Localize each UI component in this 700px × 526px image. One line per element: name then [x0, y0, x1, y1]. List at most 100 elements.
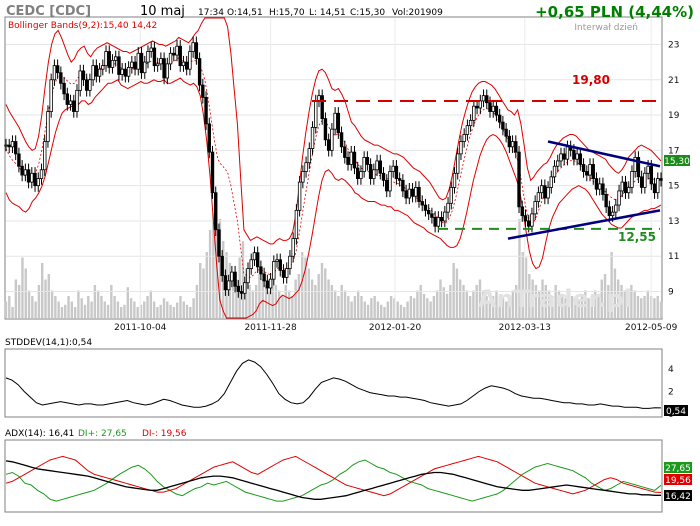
- candle-body: [278, 259, 282, 271]
- quote-low: L: 14,51: [309, 8, 346, 18]
- candle-body: [643, 172, 647, 188]
- candle-body: [207, 123, 211, 153]
- volume-bar: [508, 296, 511, 318]
- volume-bar: [498, 296, 501, 318]
- candle-body: [314, 100, 318, 128]
- volume-bar: [659, 301, 663, 318]
- volume-bar: [363, 301, 366, 318]
- candle-body: [78, 70, 82, 91]
- candle-body: [514, 141, 518, 153]
- candle-body: [604, 194, 608, 208]
- candle-body: [297, 181, 302, 211]
- volume-bar: [452, 263, 455, 318]
- candle-body: [36, 178, 40, 187]
- candle-body: [556, 160, 560, 167]
- candle-body: [155, 63, 160, 67]
- volume-bar: [218, 219, 222, 318]
- candle-body: [620, 181, 624, 192]
- volume-bar: [4, 301, 8, 318]
- volume-bar: [27, 290, 31, 318]
- volume-bar: [291, 296, 294, 318]
- volume-bar: [287, 290, 291, 318]
- candle-body: [559, 153, 563, 162]
- date-tick-label: 2012-03-13: [499, 323, 551, 333]
- volume-bar: [175, 302, 179, 318]
- candle-body: [310, 127, 315, 149]
- candle-body: [443, 211, 447, 222]
- quote-high: H:15,70: [269, 8, 305, 18]
- candle-body: [172, 52, 176, 56]
- volume-bar: [403, 307, 406, 318]
- volume-bar: [166, 301, 169, 318]
- volume-bar: [459, 279, 462, 318]
- candle-body: [65, 93, 70, 105]
- candle-body: [401, 179, 405, 192]
- volume-bar: [386, 301, 390, 318]
- candle-body: [275, 259, 279, 262]
- di-minus-legend: DI-: 19,56: [142, 429, 187, 439]
- volume-bar: [613, 268, 617, 318]
- volume-bar: [531, 279, 534, 318]
- volume-bar: [449, 285, 452, 318]
- volume-bar: [353, 296, 357, 318]
- candle-body: [285, 268, 289, 278]
- adx-line: [5, 460, 661, 500]
- candle-body: [97, 68, 102, 77]
- candle-body: [304, 162, 308, 172]
- last-price-tag-text: 15,30: [664, 157, 690, 167]
- volume-bar: [110, 285, 113, 318]
- volume-bar: [570, 296, 574, 318]
- adx-panel-frame: [4, 439, 663, 513]
- candle-body: [449, 187, 453, 204]
- volume-bar: [495, 290, 498, 318]
- candle-body: [75, 89, 79, 112]
- upper-trendline: [547, 140, 661, 168]
- quote-volume: Vol:201909: [392, 8, 443, 18]
- volume-bar: [83, 304, 87, 318]
- candle-body: [465, 125, 470, 135]
- candle-body: [365, 157, 370, 165]
- candle-body: [659, 178, 663, 181]
- volume-bar: [340, 285, 343, 318]
- stddev-panel-frame: [4, 348, 663, 418]
- candle-body: [188, 51, 192, 70]
- candle-body: [472, 105, 476, 121]
- volume-bar: [129, 298, 133, 318]
- candle-body: [81, 70, 86, 81]
- candle-body: [588, 164, 592, 176]
- candle-body: [243, 282, 247, 294]
- volume-bar: [143, 301, 146, 318]
- volume-bar: [21, 257, 24, 318]
- volume-bar: [116, 301, 120, 318]
- candle-body: [152, 47, 157, 67]
- candle-body: [462, 134, 466, 142]
- volume-bar: [478, 279, 482, 318]
- candle-body: [359, 171, 363, 179]
- price-change: +0,65 PLN (4,44%): [535, 3, 694, 21]
- volume-bar: [281, 296, 284, 318]
- candle-body: [191, 42, 195, 52]
- volume-bar: [442, 287, 445, 318]
- quote-time: 17:34: [198, 8, 224, 18]
- volume-bar: [297, 274, 301, 318]
- volume-bar: [383, 307, 386, 318]
- candle-body: [646, 165, 650, 174]
- di-plus-line: [5, 459, 662, 502]
- candle-body: [436, 217, 441, 227]
- stddev-tick-label: 2: [668, 387, 674, 397]
- volume-bar: [37, 285, 41, 318]
- candle-body: [204, 97, 208, 125]
- volume-bar: [14, 279, 18, 318]
- volume-bar: [50, 290, 54, 318]
- candle-body: [388, 171, 392, 192]
- volume-bar: [370, 298, 373, 318]
- volume-bar: [327, 279, 330, 318]
- bollinger-legend: Bollinger Bands(9,2):15,40 14,42: [8, 21, 157, 31]
- candle-body: [352, 151, 357, 169]
- adx-value-tag: [664, 490, 692, 501]
- candle-body: [426, 209, 431, 215]
- candle-body: [423, 204, 428, 211]
- volume-bar: [304, 257, 307, 318]
- date-tick-label: 2011-11-28: [244, 323, 297, 333]
- candle-body: [378, 160, 382, 174]
